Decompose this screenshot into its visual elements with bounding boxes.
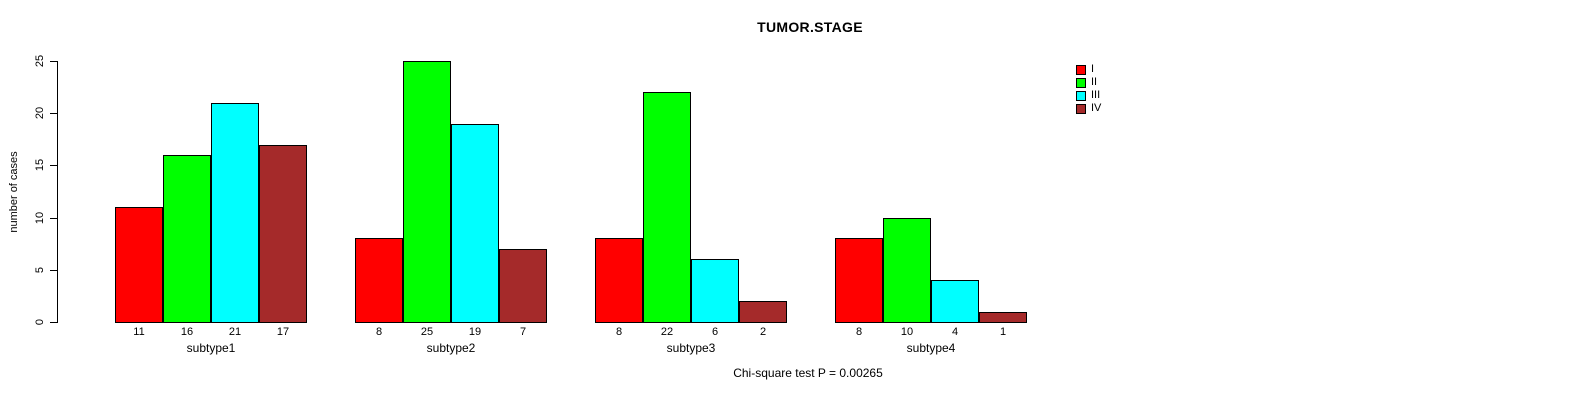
bar-subtype3-stage-III — [691, 259, 739, 323]
y-tick — [50, 165, 57, 166]
bar-subtype4-stage-IV — [979, 312, 1027, 323]
y-tick-label: 20 — [34, 106, 46, 120]
bar-value-label: 8 — [855, 326, 863, 338]
bar-subtype4-stage-III — [931, 280, 979, 323]
legend-swatch-icon — [1076, 64, 1086, 75]
bar-value-label: 21 — [228, 326, 242, 338]
legend-item-I: I — [1076, 64, 1101, 75]
legend-swatch-icon — [1076, 103, 1086, 114]
y-tick — [50, 218, 57, 219]
bar-subtype1-stage-IV — [259, 145, 307, 323]
y-tick-label: 25 — [34, 54, 46, 68]
bar-value-label: 7 — [519, 326, 527, 338]
y-axis-label: number of cases — [8, 151, 20, 233]
bar-subtype1-stage-I — [115, 207, 163, 323]
legend-swatch-icon — [1076, 90, 1086, 101]
bar-subtype2-stage-II — [403, 61, 451, 323]
x-category-label: subtype2 — [426, 341, 476, 355]
bar-value-label: 22 — [660, 326, 674, 338]
bar-value-label: 8 — [375, 326, 383, 338]
bar-subtype1-stage-II — [163, 155, 211, 323]
legend-item-II: II — [1076, 77, 1101, 88]
bar-value-label: 8 — [615, 326, 623, 338]
y-tick — [50, 270, 57, 271]
bar-value-label: 6 — [711, 326, 719, 338]
legend-swatch-icon — [1076, 77, 1086, 88]
bar-subtype2-stage-IV — [499, 249, 547, 323]
bar-subtype3-stage-I — [595, 238, 643, 323]
y-axis-line — [57, 61, 58, 323]
legend-label: II — [1091, 76, 1098, 88]
bar-subtype2-stage-I — [355, 238, 403, 323]
y-tick — [50, 322, 57, 323]
bar-subtype3-stage-II — [643, 92, 691, 323]
chart-title: TUMOR.STAGE — [757, 19, 863, 35]
y-tick-label: 5 — [34, 266, 46, 274]
bar-subtype3-stage-IV — [739, 301, 787, 323]
bar-value-label: 11 — [133, 326, 145, 338]
legend-label: IV — [1091, 102, 1102, 114]
bar-value-label: 19 — [468, 326, 482, 338]
bar-value-label: 16 — [180, 326, 194, 338]
bar-value-label: 2 — [759, 326, 767, 338]
bar-value-label: 25 — [420, 326, 434, 338]
bar-subtype4-stage-II — [883, 218, 931, 323]
legend: I II III IV — [1076, 64, 1101, 114]
y-tick-label: 15 — [34, 158, 46, 172]
y-tick-label: 0 — [34, 318, 46, 326]
legend-label: I — [1091, 63, 1095, 75]
bar-value-label: 1 — [999, 326, 1007, 338]
bar-value-label: 10 — [900, 326, 914, 338]
legend-item-IV: IV — [1076, 103, 1101, 114]
legend-label: III — [1091, 89, 1101, 101]
bar-value-label: 4 — [951, 326, 959, 338]
x-category-label: subtype4 — [906, 341, 956, 355]
x-category-label: subtype1 — [186, 341, 236, 355]
bar-subtype2-stage-III — [451, 124, 499, 323]
legend-item-III: III — [1076, 90, 1101, 101]
bar-subtype4-stage-I — [835, 238, 883, 323]
chi-square-annotation: Chi-square test P = 0.00265 — [733, 366, 883, 380]
x-category-label: subtype3 — [666, 341, 716, 355]
y-tick-label: 10 — [34, 211, 46, 225]
bar-subtype1-stage-III — [211, 103, 259, 323]
y-tick — [50, 61, 57, 62]
bar-value-label: 17 — [276, 326, 290, 338]
y-tick — [50, 113, 57, 114]
